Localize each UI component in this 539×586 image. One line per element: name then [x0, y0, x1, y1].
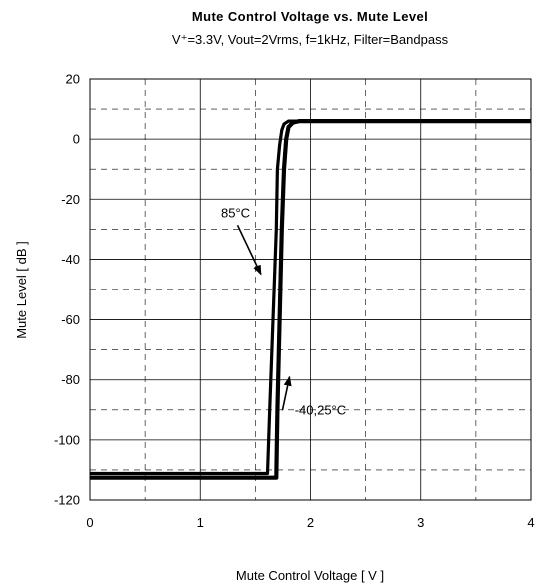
series-line-1: [90, 119, 531, 476]
y-tick-label: -60: [61, 312, 80, 327]
y-tick-label: -100: [54, 432, 80, 447]
chart-subtitle: V⁺=3.3V, Vout=2Vrms, f=1kHz, Filter=Band…: [172, 32, 449, 47]
y-tick-label: 20: [66, 72, 80, 87]
series-layer: [90, 118, 531, 480]
x-tick-label: 3: [417, 515, 424, 530]
annotation-label-1: 85°C: [221, 205, 250, 220]
x-tick-label: 4: [527, 515, 534, 530]
x-tick-label: 1: [197, 515, 204, 530]
x-tick-label: 2: [307, 515, 314, 530]
annotation-arrow-1: [236, 224, 262, 276]
series-line-2: [90, 118, 531, 480]
y-tick-label: 0: [73, 132, 80, 147]
plot-frame: [89, 78, 532, 501]
annotation-arrow-2: [281, 375, 292, 411]
x-axis-label: Mute Control Voltage [ V ]: [236, 568, 384, 583]
y-tick-label: -120: [54, 493, 80, 508]
y-tick-label: -20: [61, 192, 80, 207]
grid: [90, 79, 531, 500]
x-tick-label: 0: [86, 515, 93, 530]
tick-labels: 0 1 2 3 4 20 0 -20 -40 -60 -80 -100 -120: [54, 72, 535, 531]
annotations: 85°C -40,25°C: [221, 205, 346, 417]
annotation-label-2: -40,25°C: [295, 402, 346, 417]
y-tick-label: -40: [61, 252, 80, 267]
chart-title: Mute Control Voltage vs. Mute Level: [192, 9, 428, 24]
y-axis-label: Mute Level [ dB ]: [14, 241, 29, 339]
y-tick-label: -80: [61, 372, 80, 387]
